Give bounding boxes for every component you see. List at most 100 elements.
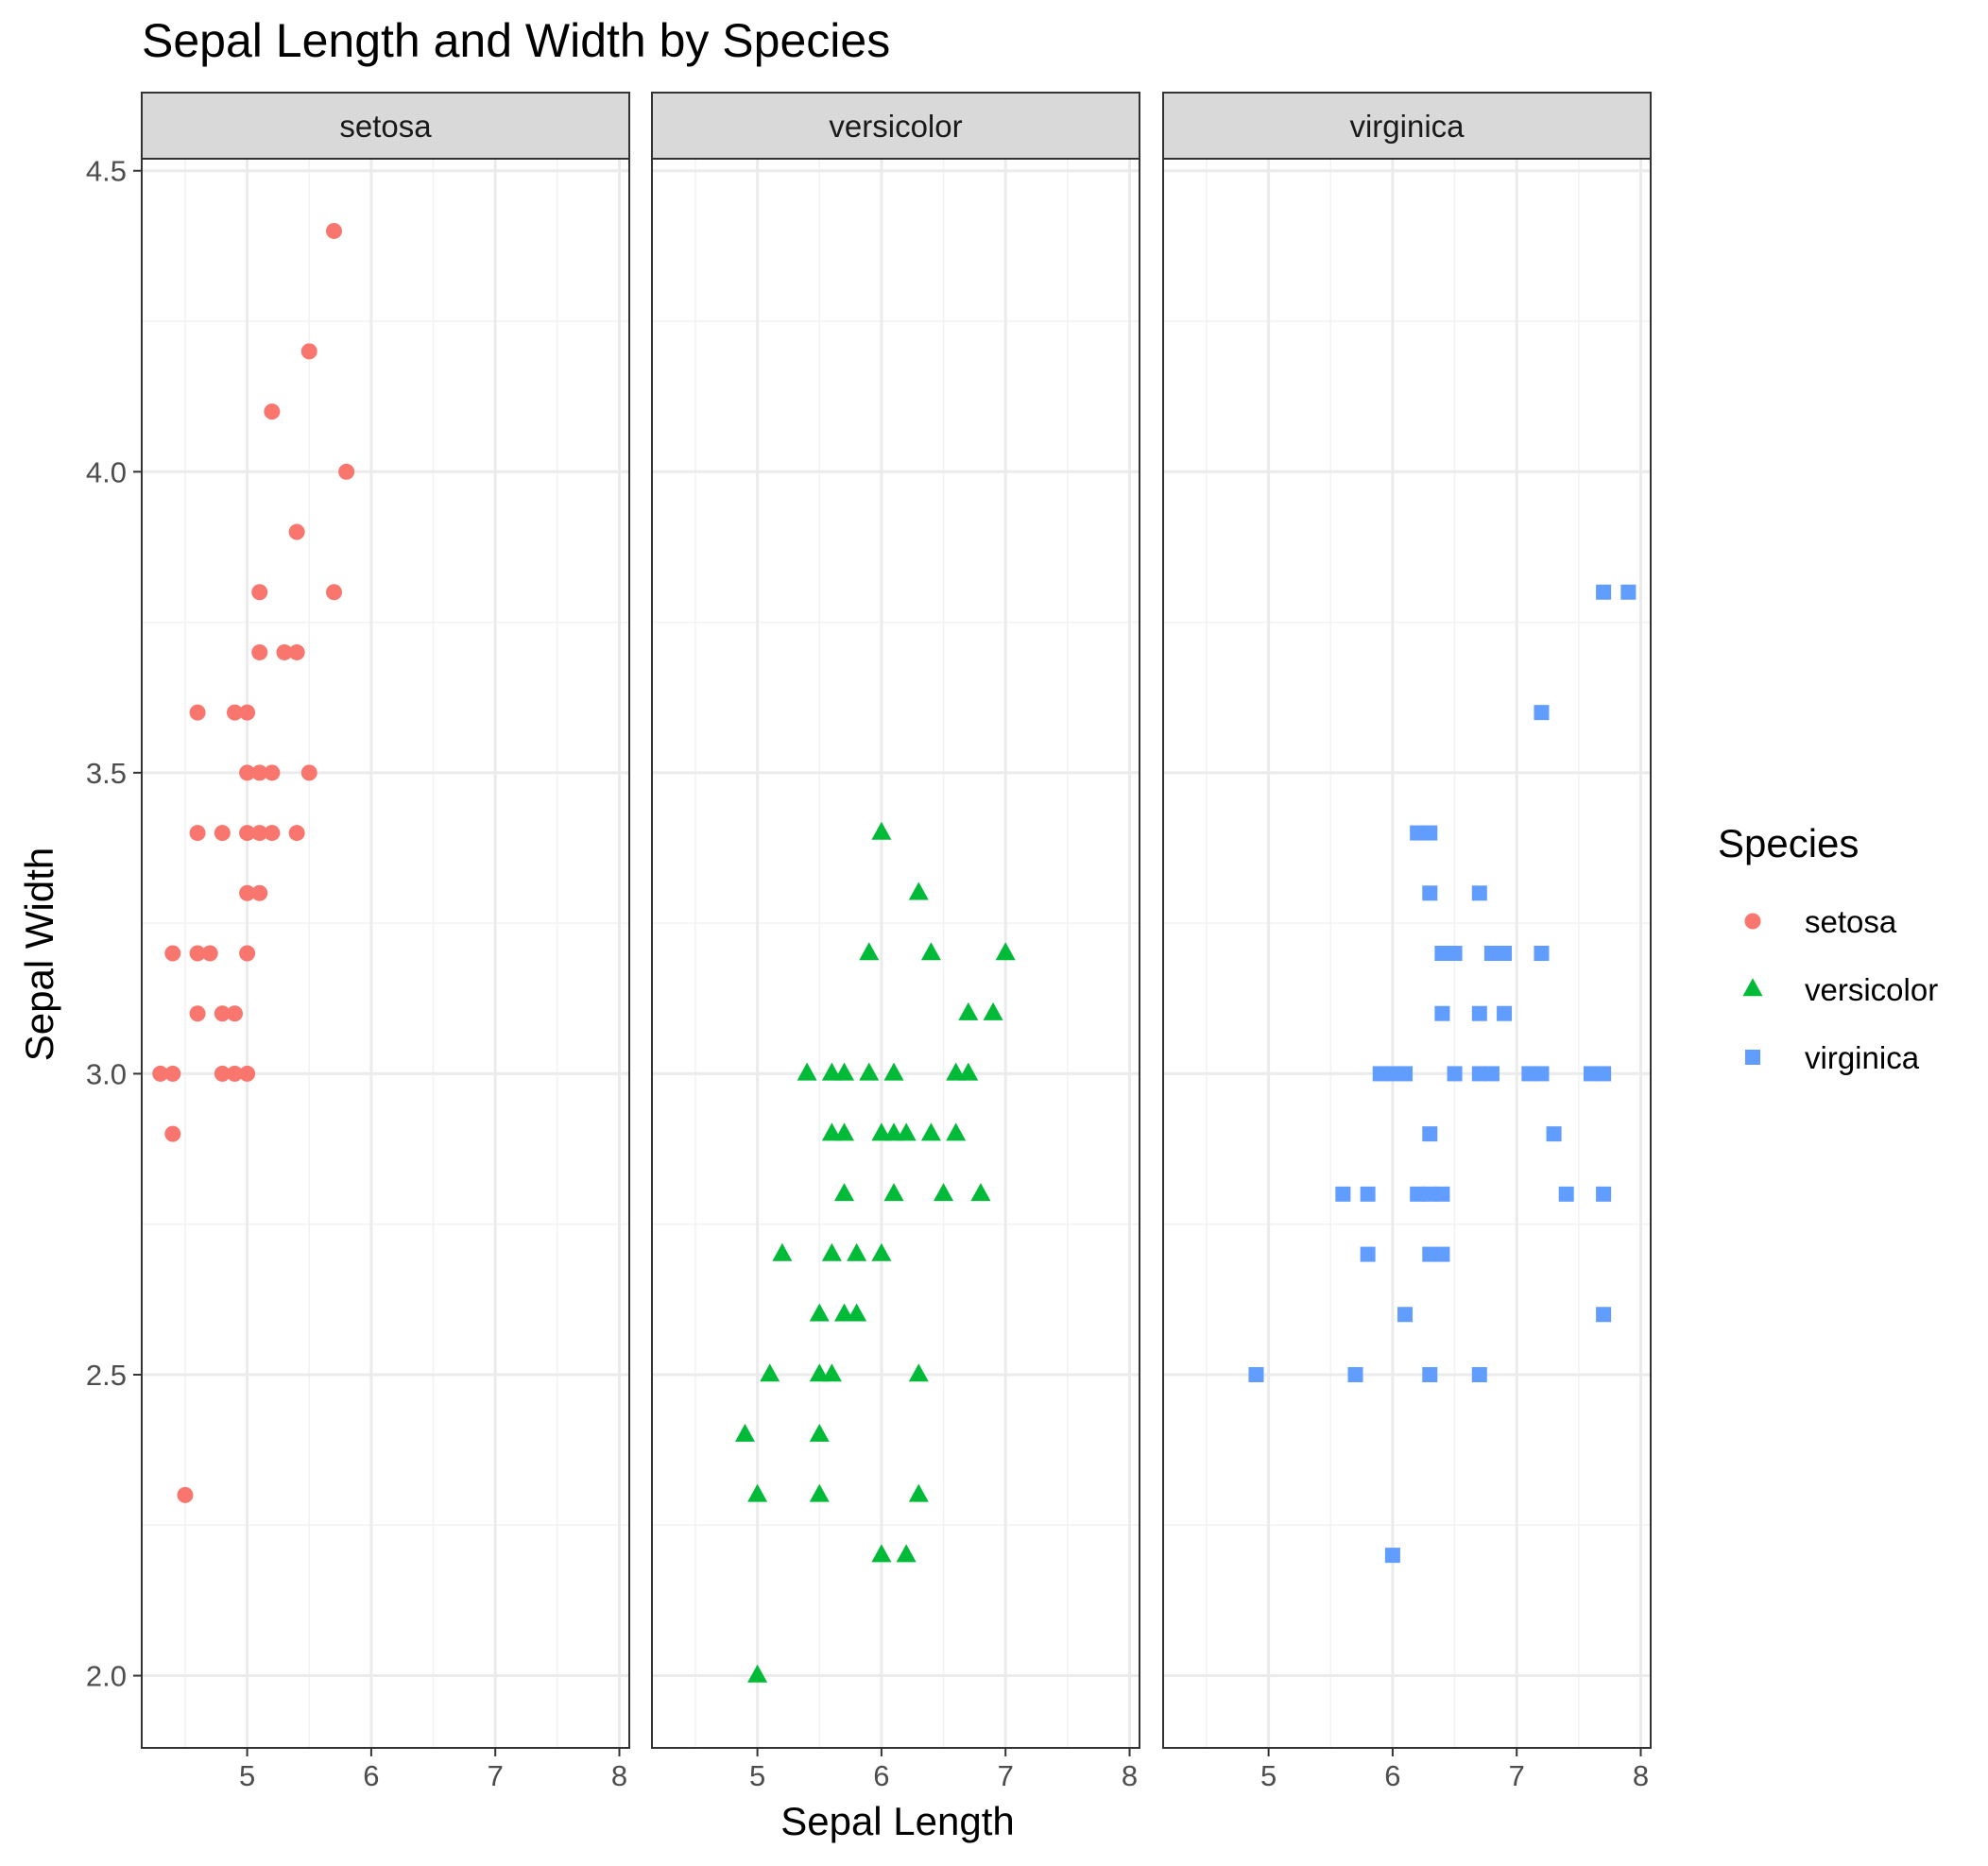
panel-background [652, 159, 1140, 1748]
data-point-setosa [214, 825, 231, 842]
facet-panels: setosa 5 6 7 8 versicolor 5 6 7 8 virginica 5 6 7 8 [141, 92, 1652, 1792]
data-point-setosa [251, 643, 268, 660]
legend: Species setosa versicolor virginica [1718, 821, 1938, 1075]
legend-entries: setosa versicolor virginica [1742, 904, 1938, 1075]
data-point-versicolor [958, 1001, 979, 1020]
data-point-virginica [1360, 1186, 1376, 1202]
data-point-setosa [164, 1065, 181, 1082]
legend-title: Species [1718, 821, 1859, 865]
data-point-virginica [1471, 1005, 1487, 1021]
data-point-virginica [1583, 1066, 1599, 1082]
x-tick-label: 7 [488, 1759, 504, 1792]
data-point-virginica [1497, 946, 1513, 961]
data-point-setosa [251, 764, 268, 781]
data-point-virginica [1434, 946, 1450, 961]
data-point-versicolor [847, 1242, 867, 1261]
data-point-versicolor [908, 1483, 929, 1502]
x-tick-label: 8 [1633, 1759, 1649, 1792]
legend-label: virginica [1805, 1040, 1920, 1075]
data-point-versicolor [797, 1062, 817, 1081]
data-point-virginica [1422, 1366, 1438, 1382]
data-point-setosa [189, 1005, 206, 1022]
data-point-virginica [1471, 885, 1487, 901]
data-point-versicolor [871, 821, 892, 840]
x-tick-label: 5 [1260, 1759, 1277, 1792]
data-point-virginica [1422, 1126, 1438, 1142]
strip-label: versicolor [829, 109, 962, 144]
strip-background [651, 92, 1140, 160]
data-point-versicolor [958, 1062, 979, 1081]
data-point-versicolor [821, 1122, 842, 1141]
data-point-versicolor [809, 1423, 830, 1442]
data-point-setosa [152, 1065, 169, 1082]
panel-background [142, 159, 629, 1748]
x-tick-label: 7 [998, 1759, 1014, 1792]
data-point-setosa [251, 884, 268, 901]
data-point-versicolor [809, 1303, 830, 1322]
data-point-virginica [1397, 1307, 1414, 1323]
data-point-setosa [326, 584, 343, 601]
data-point-setosa [189, 825, 206, 842]
y-axis-title: Sepal Width [17, 847, 61, 1061]
data-point-virginica [1384, 1066, 1400, 1082]
y-tick-label: 3.5 [86, 757, 127, 790]
data-point-versicolor [920, 1122, 941, 1141]
data-point-versicolor [821, 1062, 842, 1081]
data-point-versicolor [946, 1122, 967, 1141]
data-point-virginica [1422, 825, 1438, 841]
data-point-versicolor [859, 942, 880, 961]
data-point-setosa [226, 1005, 243, 1022]
data-point-virginica [1483, 946, 1500, 961]
data-point-setosa [239, 825, 256, 842]
y-axis: 2.0 2.5 3.0 3.5 4.0 4.5 [86, 155, 142, 1693]
data-point-virginica [1596, 1066, 1612, 1082]
data-point-virginica [1471, 1366, 1487, 1382]
data-point-virginica [1534, 1066, 1550, 1082]
panel-versicolor: versicolor 5 6 7 8 [651, 92, 1140, 1792]
data-point-versicolor [834, 1303, 855, 1322]
data-point-versicolor [883, 1062, 904, 1081]
data-point-virginica [1434, 1005, 1450, 1021]
panel-virginica: virginica 5 6 7 8 [1162, 92, 1652, 1792]
x-axis-title: Sepal Length [780, 1799, 1015, 1843]
data-point-versicolor [995, 942, 1016, 961]
data-point-virginica [1534, 705, 1550, 721]
data-point-virginica [1596, 584, 1612, 600]
x-tick-label: 8 [1122, 1759, 1138, 1792]
data-point-versicolor [946, 1062, 967, 1081]
data-point-setosa [239, 1065, 256, 1082]
y-tick-label: 4.5 [86, 155, 127, 188]
y-tick-label: 4.0 [86, 455, 127, 488]
data-point-virginica [1596, 1307, 1612, 1323]
data-point-versicolor [920, 942, 941, 961]
data-point-virginica [1497, 1005, 1513, 1021]
data-point-versicolor [859, 1062, 880, 1081]
data-point-versicolor [871, 1242, 892, 1261]
data-point-setosa [189, 945, 206, 962]
y-tick-label: 3.0 [86, 1057, 127, 1090]
data-point-setosa [251, 825, 268, 842]
data-point-virginica [1447, 1066, 1463, 1082]
legend-label: versicolor [1805, 972, 1938, 1007]
data-point-setosa [226, 704, 243, 721]
data-point-setosa [326, 222, 343, 239]
data-point-virginica [1360, 1246, 1376, 1262]
data-point-setosa [164, 1125, 181, 1142]
data-point-virginica [1447, 946, 1463, 961]
data-point-virginica [1248, 1366, 1264, 1382]
legend-item-setosa: setosa [1744, 904, 1897, 939]
data-point-setosa [264, 403, 281, 420]
chart-title: Sepal Length and Width by Species [142, 14, 890, 67]
data-point-versicolor [760, 1363, 780, 1382]
data-point-virginica [1422, 1186, 1438, 1202]
data-point-versicolor [809, 1363, 830, 1382]
strip-label: virginica [1349, 109, 1465, 144]
data-point-virginica [1372, 1066, 1388, 1082]
data-point-setosa [338, 463, 355, 480]
data-point-versicolor [983, 1001, 1003, 1020]
data-point-versicolor [847, 1303, 867, 1322]
data-point-virginica [1483, 1066, 1500, 1082]
x-tick-label: 6 [1384, 1759, 1400, 1792]
data-point-virginica [1410, 825, 1426, 841]
data-point-setosa [300, 764, 317, 781]
